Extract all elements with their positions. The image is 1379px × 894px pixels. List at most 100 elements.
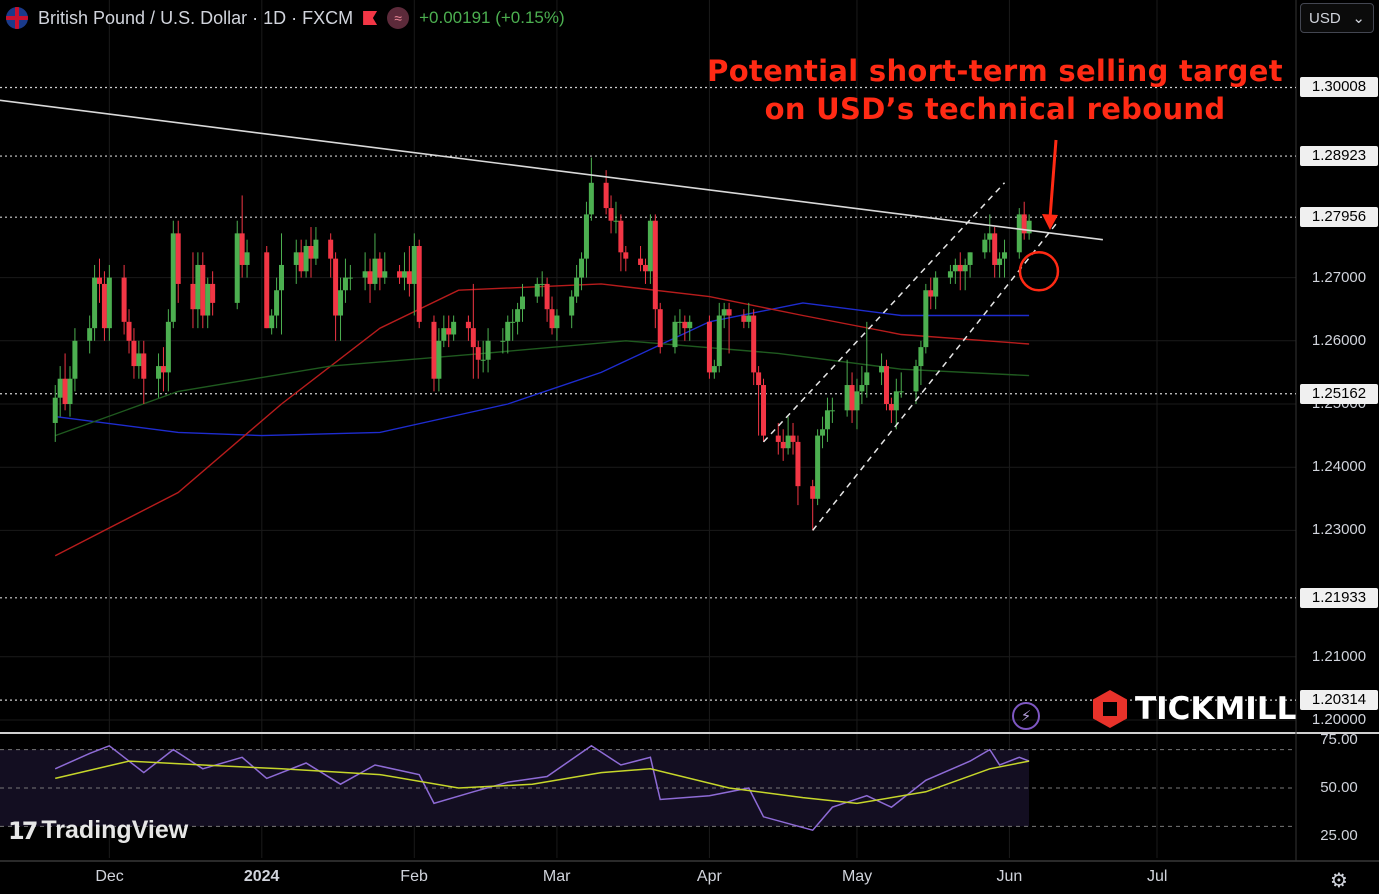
candle-body: [160, 366, 166, 373]
candle-body: [672, 321, 678, 348]
symbol-title[interactable]: British Pound / U.S. Dollar · 1D · FXCM: [38, 7, 354, 28]
candle: [672, 315, 678, 354]
candle: [234, 220, 240, 310]
price-tick-label: 1.27000: [1311, 268, 1367, 286]
candle-body: [967, 252, 973, 265]
candle: [952, 258, 958, 284]
candle-body: [1016, 214, 1022, 253]
candle: [967, 252, 973, 278]
wave-icon[interactable]: ≈: [387, 7, 410, 29]
candle: [411, 233, 417, 316]
candle-body: [751, 315, 757, 373]
flag-icon[interactable]: [363, 11, 378, 25]
candle: [67, 366, 73, 417]
candle: [756, 366, 762, 436]
candle: [775, 422, 781, 455]
price-tick-label: 1.23000: [1311, 521, 1367, 539]
candle-body: [820, 429, 826, 436]
candle: [982, 233, 988, 259]
candle-body: [397, 271, 403, 278]
candle-body: [141, 353, 147, 379]
candle: [205, 277, 211, 329]
candle: [987, 214, 993, 253]
candle-body: [131, 340, 137, 367]
candle-body: [854, 391, 860, 411]
candle-body: [411, 246, 417, 284]
candle-body: [962, 264, 968, 272]
tickmill-wordmark: TICKMILL: [1135, 691, 1297, 727]
candle-body: [982, 239, 988, 253]
candle-body: [647, 220, 653, 272]
candle-body: [992, 233, 998, 265]
candle-body: [928, 290, 934, 297]
candle-body: [303, 246, 309, 272]
candle-body: [347, 277, 353, 279]
candle-body: [308, 246, 314, 259]
candle-body: [205, 283, 211, 316]
candle-body: [328, 239, 334, 259]
candle-body: [406, 271, 412, 284]
candle-body: [190, 283, 196, 310]
candle-body: [603, 182, 609, 209]
candle-body: [101, 283, 107, 329]
candle-body: [264, 252, 270, 329]
candle: [470, 283, 476, 379]
price-level-label: 1.20314: [1300, 690, 1378, 711]
candle-body: [608, 208, 614, 221]
candle: [465, 315, 471, 341]
time-tick-label: Jun: [996, 868, 1023, 885]
candle: [746, 302, 752, 329]
candle: [97, 258, 103, 303]
candle: [72, 328, 78, 392]
candle-body: [67, 378, 73, 404]
time-tick-label: Mar: [542, 868, 571, 885]
candle-body: [401, 271, 407, 278]
candle-body: [554, 315, 560, 329]
candle: [820, 416, 826, 449]
candle-body: [613, 220, 619, 222]
candle: [362, 252, 368, 291]
candle-body: [465, 321, 471, 329]
candle: [62, 353, 68, 411]
gear-icon[interactable]: ⚙: [1330, 870, 1348, 892]
currency-value: USD: [1309, 9, 1341, 27]
candle-body: [195, 264, 201, 310]
candle-body: [746, 315, 752, 322]
candle: [962, 258, 968, 291]
candle: [441, 315, 447, 348]
candle: [795, 435, 801, 506]
candle: [854, 378, 860, 430]
trendline-channel-upper: [762, 182, 1006, 443]
currency-select[interactable]: USD ⌄: [1300, 3, 1374, 33]
candle-body: [515, 309, 521, 322]
candle: [810, 479, 816, 531]
candle-body: [298, 252, 304, 272]
candle-body: [721, 309, 727, 316]
lightning-icon[interactable]: ⚡: [1012, 702, 1040, 730]
rsi-tick-label: 50.00: [1320, 779, 1358, 796]
candle-body: [864, 372, 870, 386]
candle: [588, 157, 594, 221]
candle-body: [957, 264, 963, 272]
candle: [997, 252, 1003, 278]
tradingview-mark-icon: 17: [8, 816, 38, 845]
candle: [824, 397, 830, 442]
candle: [898, 372, 904, 398]
candle: [883, 359, 889, 411]
time-tick-label: Feb: [400, 868, 428, 885]
candle: [933, 271, 939, 310]
candle: [1016, 208, 1022, 259]
trendline-resistance: [0, 99, 1103, 241]
candle-body: [997, 258, 1003, 265]
candle-body: [879, 366, 885, 373]
candle-body: [278, 264, 284, 291]
candle: [160, 347, 166, 392]
candle: [785, 416, 791, 455]
candle: [761, 378, 767, 442]
candle: [682, 315, 688, 341]
candle: [92, 264, 98, 341]
candle: [401, 252, 407, 291]
tradingview-logo[interactable]: 17 TradingView: [8, 816, 188, 845]
annotation-arrow-head: [1042, 214, 1058, 230]
